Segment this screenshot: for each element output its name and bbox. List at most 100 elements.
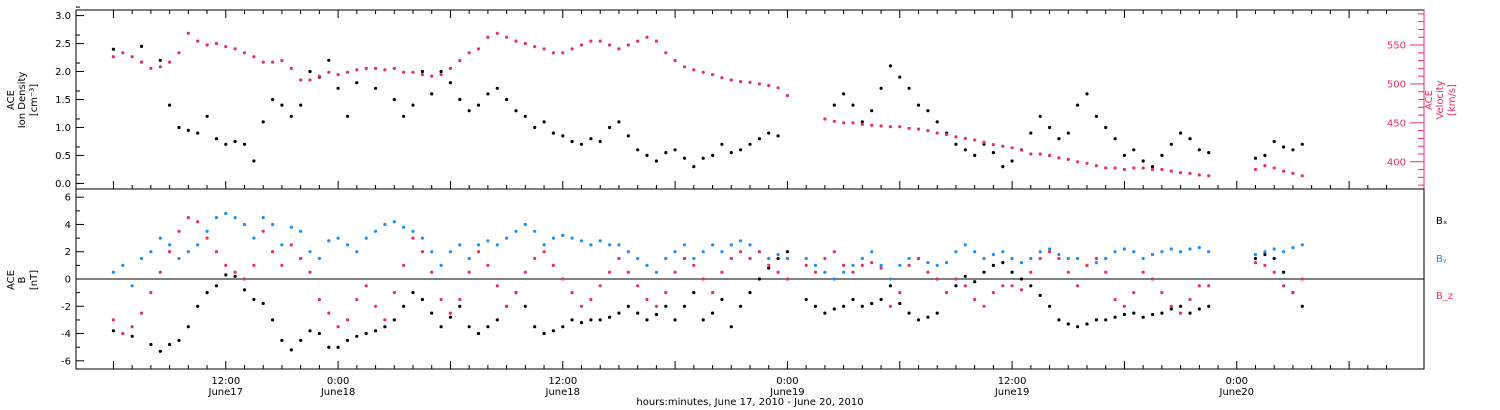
bottom-point bbox=[130, 325, 134, 329]
bottom-point bbox=[355, 250, 359, 254]
top-point bbox=[1066, 157, 1070, 161]
x-tick-time: 12:00 bbox=[211, 376, 240, 387]
top-point bbox=[1076, 160, 1080, 164]
bottom-point bbox=[420, 236, 424, 240]
bottom-point bbox=[168, 243, 172, 247]
top-point bbox=[1001, 165, 1005, 169]
top-point bbox=[860, 122, 864, 126]
bottom-point bbox=[729, 243, 733, 247]
bottom-point bbox=[1263, 250, 1267, 254]
bottom-point bbox=[1141, 270, 1145, 274]
bottom-point bbox=[1272, 247, 1276, 251]
bottom-point bbox=[299, 256, 303, 261]
b-axis-label-line2: B bbox=[17, 276, 28, 283]
bottom-point bbox=[888, 304, 893, 308]
top-point bbox=[907, 126, 911, 130]
bottom-point bbox=[982, 304, 986, 308]
top-point bbox=[1104, 125, 1108, 130]
top-point bbox=[617, 47, 621, 51]
bottom-point bbox=[1001, 250, 1005, 254]
top-point bbox=[636, 39, 640, 43]
top-point bbox=[196, 131, 200, 135]
bottom-point bbox=[888, 277, 893, 281]
bottom-point bbox=[720, 270, 724, 274]
bottom-point bbox=[832, 250, 836, 254]
bottom-point bbox=[345, 338, 350, 342]
bottom-point bbox=[1104, 318, 1108, 322]
top-point bbox=[888, 64, 893, 68]
bottom-point bbox=[551, 329, 556, 333]
top-point bbox=[664, 51, 668, 55]
bottom-point bbox=[495, 284, 499, 288]
top-point bbox=[692, 165, 696, 169]
top-point bbox=[1019, 148, 1024, 152]
bottom-point bbox=[1001, 261, 1005, 265]
bottom-point bbox=[682, 256, 687, 261]
bottom-point bbox=[636, 284, 640, 288]
bottom-point bbox=[776, 256, 780, 261]
top-point bbox=[579, 43, 584, 47]
top-point bbox=[289, 114, 293, 118]
bottom-point bbox=[1132, 250, 1136, 254]
bottom-point bbox=[767, 266, 771, 270]
bottom-point bbox=[645, 297, 649, 302]
top-series-0 bbox=[111, 44, 1304, 169]
top-point bbox=[767, 83, 771, 88]
bottom-point bbox=[1076, 256, 1080, 261]
bottom-point bbox=[495, 243, 499, 247]
bottom-point bbox=[402, 225, 406, 229]
top-point bbox=[448, 81, 452, 85]
top-point bbox=[411, 70, 415, 74]
top-point bbox=[720, 76, 724, 80]
bottom-point bbox=[467, 270, 471, 274]
density-tick-label: 1.5 bbox=[55, 95, 71, 106]
bottom-point bbox=[711, 311, 715, 315]
bottom-point bbox=[991, 252, 996, 257]
bottom-point bbox=[327, 239, 331, 243]
bottom-point bbox=[626, 270, 630, 274]
bottom-point bbox=[645, 318, 649, 322]
density-tick-label: 3.0 bbox=[55, 11, 71, 22]
top-point bbox=[682, 156, 687, 160]
top-panel-frame bbox=[75, 9, 1425, 190]
top-point bbox=[916, 103, 921, 107]
bottom-point bbox=[533, 229, 537, 233]
bottom-point bbox=[636, 311, 640, 315]
bottom-point bbox=[289, 225, 293, 229]
bottom-point bbox=[1253, 252, 1258, 257]
top-point bbox=[935, 131, 939, 135]
bottom-point bbox=[748, 243, 752, 247]
top-point bbox=[505, 35, 509, 39]
bottom-point bbox=[991, 291, 996, 295]
top-point bbox=[664, 151, 668, 155]
bottom-point bbox=[1300, 243, 1304, 247]
bottom-point bbox=[476, 331, 481, 336]
bottom-point bbox=[1141, 256, 1145, 261]
bottom-point bbox=[336, 345, 340, 349]
bottom-point bbox=[168, 342, 172, 347]
top-point bbox=[1197, 173, 1201, 177]
bottom-point bbox=[1029, 256, 1033, 261]
bottom-point bbox=[1010, 284, 1014, 288]
bottom-point bbox=[1057, 256, 1061, 261]
bottom-point bbox=[898, 291, 902, 295]
bottom-point bbox=[1160, 250, 1164, 254]
bottom-point bbox=[1160, 311, 1164, 315]
bottom-point bbox=[935, 311, 939, 315]
top-point bbox=[420, 73, 424, 77]
bottom-point bbox=[916, 318, 921, 322]
bottom-point bbox=[1150, 277, 1155, 281]
bottom-point bbox=[1188, 297, 1192, 302]
top-point bbox=[177, 51, 181, 55]
top-point bbox=[1085, 161, 1089, 165]
top-point bbox=[1122, 153, 1126, 157]
top-point bbox=[448, 66, 452, 70]
bottom-point bbox=[907, 256, 911, 261]
b-axis-label-line1: ACE bbox=[6, 270, 17, 290]
bottom-point bbox=[692, 256, 696, 261]
top-point bbox=[1132, 148, 1136, 152]
bottom-point bbox=[991, 263, 996, 267]
bottom-point bbox=[158, 236, 162, 240]
top-point bbox=[392, 97, 396, 102]
bottom-point bbox=[1094, 318, 1098, 322]
